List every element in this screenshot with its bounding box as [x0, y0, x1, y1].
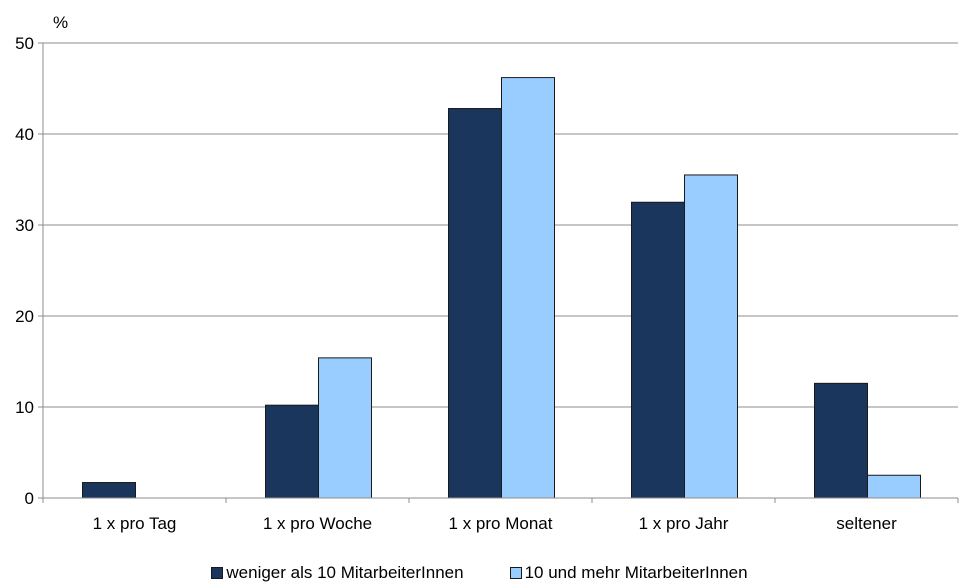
bar-2-3 — [501, 77, 555, 499]
bar-1-3 — [448, 108, 502, 499]
bar-2-4 — [684, 174, 738, 499]
legend-swatch-series-2 — [509, 567, 522, 579]
x-tick-label: 1 x pro Jahr — [639, 514, 729, 533]
y-axis-unit-label: % — [53, 13, 68, 32]
y-axis-ticks: 0 10 20 30 40 50 — [15, 34, 43, 508]
bar-2-5 — [867, 474, 921, 499]
bar-1-4 — [631, 201, 685, 499]
y-tick-label: 0 — [25, 489, 34, 508]
bar-1-2 — [265, 404, 319, 499]
bars — [82, 77, 921, 499]
axes — [38, 43, 958, 503]
legend-swatch-series-1 — [211, 567, 224, 579]
x-tick-label: seltener — [836, 514, 897, 533]
legend-item-series-1: weniger als 10 MitarbeiterInnen — [211, 563, 464, 583]
y-tick-label: 10 — [15, 398, 34, 417]
y-tick-label: 50 — [15, 34, 34, 53]
bar-2-2 — [318, 357, 372, 499]
x-tick-label: 1 x pro Tag — [93, 514, 177, 533]
y-tick-label: 40 — [15, 125, 34, 144]
x-axis-ticks: 1 x pro Tag 1 x pro Woche 1 x pro Monat 1 x… — [93, 498, 959, 533]
y-tick-label: 30 — [15, 216, 34, 235]
y-tick-label: 20 — [15, 307, 34, 326]
legend: weniger als 10 MitarbeiterInnen 10 und m… — [0, 562, 959, 584]
bar-1-5 — [814, 382, 868, 499]
legend-label-series-1: weniger als 10 MitarbeiterInnen — [226, 563, 464, 582]
x-tick-label: 1 x pro Monat — [449, 514, 553, 533]
legend-label-series-2: 10 und mehr MitarbeiterInnen — [524, 563, 748, 582]
legend-item-series-2: 10 und mehr MitarbeiterInnen — [509, 563, 748, 583]
x-tick-label: 1 x pro Woche — [263, 514, 372, 533]
bar-1-1 — [82, 482, 136, 499]
